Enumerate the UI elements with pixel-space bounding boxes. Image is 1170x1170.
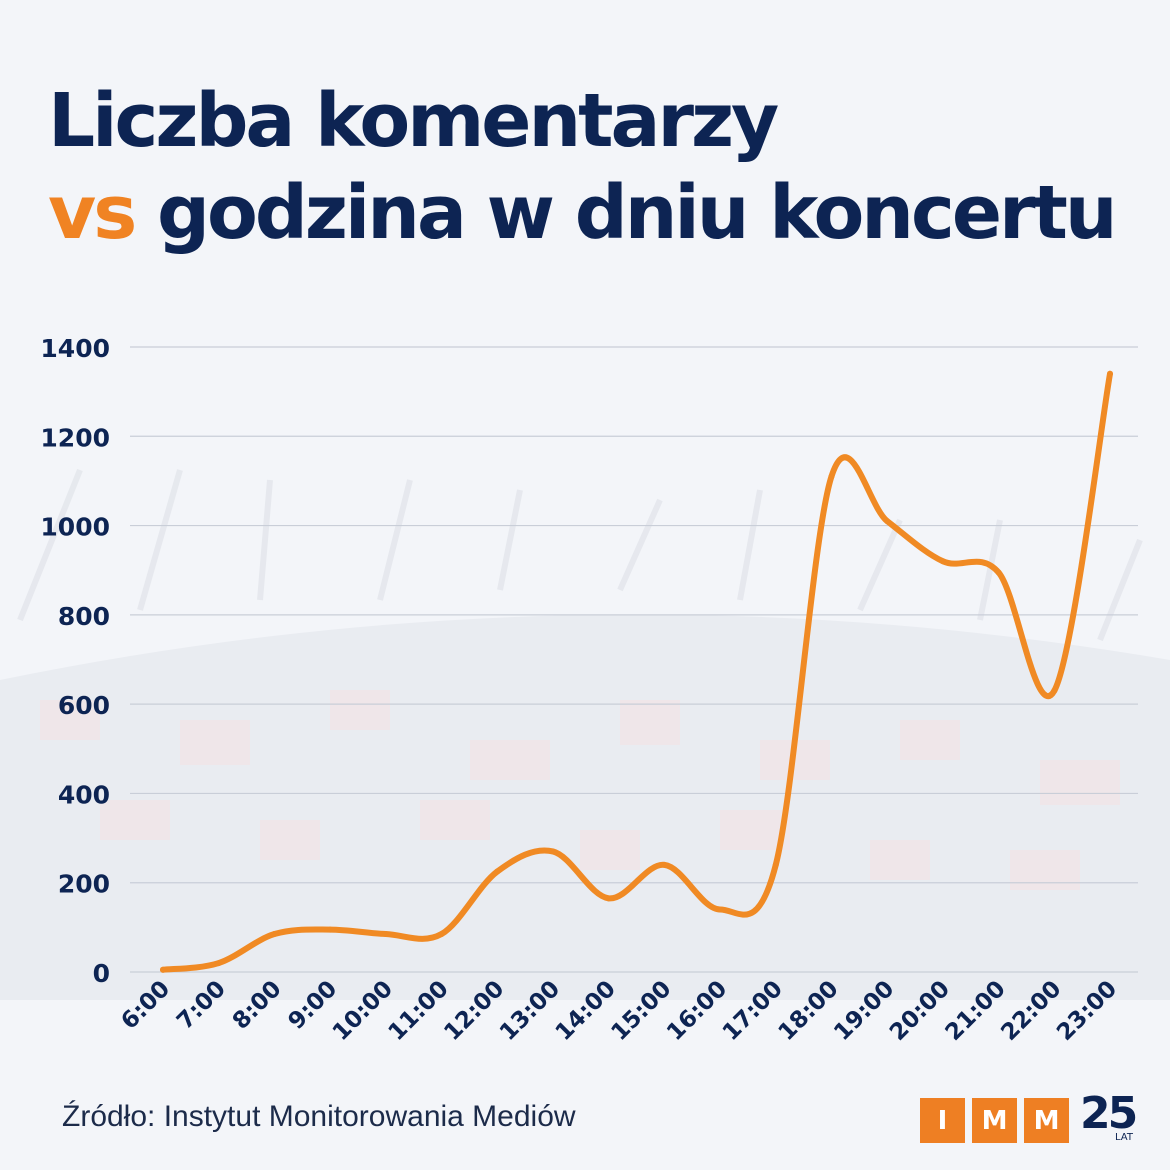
x-tick-label: 8:00	[228, 976, 287, 1035]
data-point	[717, 906, 724, 913]
series-line	[160, 370, 1113, 973]
x-tick-label: 6:00	[116, 976, 175, 1035]
data-point	[1107, 370, 1113, 377]
y-tick-label: 0	[93, 959, 110, 988]
logo-letter-m-2: M	[1024, 1098, 1069, 1143]
data-point	[605, 895, 612, 902]
x-tick-label: 15:00	[606, 976, 676, 1046]
chart-title-line-1: Liczba komentarzy	[48, 78, 779, 164]
data-point	[661, 861, 668, 868]
x-axis-ticks: 6:007:008:009:0010:0011:0012:0013:0014:0…	[116, 976, 1122, 1046]
x-tick-label: 18:00	[774, 976, 844, 1046]
data-point	[772, 861, 779, 868]
data-point	[327, 926, 334, 933]
x-tick-label: 7:00	[172, 976, 231, 1035]
y-tick-label: 1200	[40, 423, 110, 452]
x-tick-label: 20:00	[885, 976, 955, 1046]
x-tick-label: 17:00	[718, 976, 788, 1046]
logo-letter-i: I	[920, 1098, 965, 1143]
data-point	[995, 569, 1002, 576]
data-point	[215, 960, 222, 967]
x-tick-label: 14:00	[551, 976, 621, 1046]
x-tick-label: 22:00	[996, 976, 1066, 1046]
line-chart: 0 200 400 600 800 1000 1200 1400 6:007:008:009:…	[40, 334, 1138, 1046]
x-tick-label: 19:00	[829, 976, 899, 1046]
chart-title-line-2: vs godzina w dniu koncertu	[48, 170, 1118, 256]
x-tick-label: 11:00	[384, 976, 454, 1046]
x-tick-label: 10:00	[328, 976, 398, 1046]
data-point	[438, 931, 445, 938]
x-tick-label: 16:00	[662, 976, 732, 1046]
logo-letter-m-1: M	[972, 1098, 1017, 1143]
y-tick-label: 400	[58, 780, 110, 809]
data-point	[884, 518, 891, 525]
logo-lat: LAT	[1115, 1132, 1133, 1143]
x-tick-label: 21:00	[941, 976, 1011, 1046]
y-axis-ticks: 0 200 400 600 800 1000 1200 1400	[40, 334, 110, 988]
x-tick-label: 12:00	[439, 976, 509, 1046]
x-tick-label: 23:00	[1052, 976, 1122, 1046]
data-point	[271, 931, 278, 938]
y-tick-label: 800	[58, 602, 110, 631]
data-point	[160, 966, 166, 973]
source-note: Źródło: Instytut Monitorowania Mediów	[62, 1100, 576, 1133]
y-tick-label: 1400	[40, 334, 110, 363]
data-point	[382, 931, 389, 938]
logo-years: 25	[1080, 1088, 1138, 1139]
title-line-2-text: godzina w dniu koncertu	[134, 170, 1118, 256]
gridlines	[130, 346, 1138, 973]
y-tick-label: 200	[58, 870, 110, 899]
data-point	[549, 848, 556, 855]
x-tick-label: 13:00	[495, 976, 565, 1046]
series-layer	[160, 370, 1113, 973]
data-point	[1051, 687, 1058, 694]
data-point	[828, 473, 835, 480]
y-tick-label: 600	[58, 691, 110, 720]
data-point	[939, 558, 946, 565]
data-point	[494, 868, 501, 875]
title-vs-accent: vs	[48, 170, 137, 256]
y-tick-label: 1000	[40, 513, 110, 542]
